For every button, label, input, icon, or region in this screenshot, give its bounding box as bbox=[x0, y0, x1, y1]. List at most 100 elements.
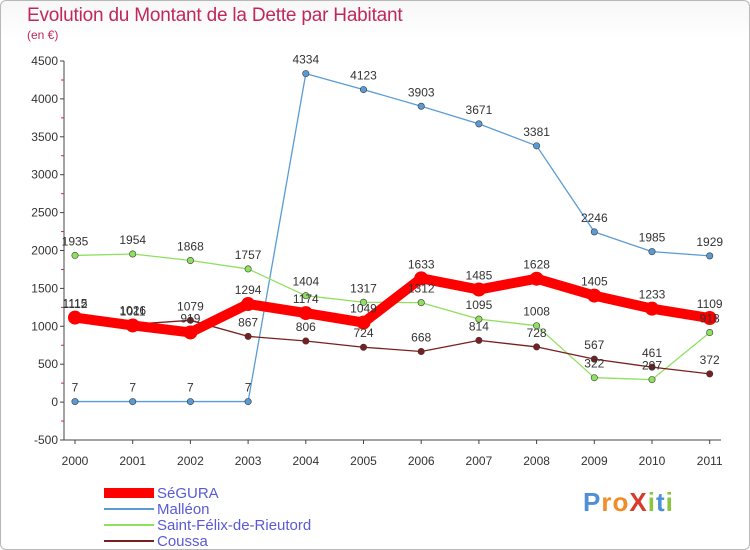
y-tick-label: 2500 bbox=[31, 206, 58, 220]
legend-item: SéGURA bbox=[104, 485, 219, 502]
x-tick-label: 2009 bbox=[581, 454, 608, 468]
data-label: 7 bbox=[72, 381, 79, 395]
chart-subtitle: (en €) bbox=[27, 28, 59, 42]
data-point bbox=[244, 398, 252, 406]
data-label: 1317 bbox=[350, 281, 377, 295]
data-point bbox=[71, 398, 79, 406]
data-label: 372 bbox=[700, 353, 720, 367]
data-label: 1485 bbox=[466, 269, 493, 283]
y-tick-label: 1500 bbox=[31, 281, 58, 295]
data-label: 567 bbox=[584, 338, 604, 352]
data-label: 1633 bbox=[408, 257, 435, 271]
data-label: 1026 bbox=[119, 303, 146, 317]
legend-label: Malléon bbox=[157, 500, 210, 518]
data-point bbox=[129, 398, 137, 406]
data-point bbox=[298, 306, 313, 321]
legend-swatch bbox=[104, 540, 154, 542]
data-label: 814 bbox=[469, 319, 489, 333]
legend-swatch bbox=[104, 524, 154, 526]
data-point bbox=[186, 398, 194, 406]
y-tick-label: 2000 bbox=[31, 244, 58, 258]
data-point bbox=[302, 70, 310, 78]
data-label: 668 bbox=[411, 330, 431, 344]
data-label: 4123 bbox=[350, 69, 377, 83]
x-tick-label: 2011 bbox=[697, 454, 723, 468]
data-point bbox=[125, 318, 140, 333]
data-point bbox=[706, 252, 714, 260]
data-label: 1095 bbox=[466, 298, 493, 312]
data-label: 1011 bbox=[120, 304, 146, 318]
data-label: 297 bbox=[642, 359, 662, 373]
data-point bbox=[244, 332, 252, 340]
data-label: 1628 bbox=[523, 258, 550, 272]
data-label: 7 bbox=[187, 381, 194, 395]
data-point bbox=[129, 250, 137, 258]
data-label: 1049 bbox=[350, 302, 377, 316]
data-label: 1929 bbox=[696, 235, 723, 249]
data-point bbox=[71, 251, 79, 259]
data-point bbox=[359, 86, 367, 94]
x-tick-label: 2003 bbox=[235, 454, 262, 468]
y-tick-label: -500 bbox=[34, 433, 58, 447]
data-point bbox=[414, 271, 429, 286]
data-label: 461 bbox=[642, 346, 662, 360]
data-label: 918 bbox=[700, 312, 720, 326]
data-point bbox=[302, 292, 310, 300]
y-tick-label: 500 bbox=[38, 357, 58, 371]
data-label: 728 bbox=[527, 326, 547, 340]
data-label: 806 bbox=[296, 320, 316, 334]
data-label: 3671 bbox=[466, 103, 493, 117]
data-label: 7 bbox=[129, 381, 136, 395]
data-label: 3381 bbox=[523, 125, 550, 139]
data-label: 3903 bbox=[408, 85, 435, 99]
data-label: 2246 bbox=[581, 211, 608, 225]
series-line bbox=[74, 317, 711, 375]
y-tick-label: 4000 bbox=[31, 92, 58, 106]
legend-item: Saint-Félix-de-Rieutord bbox=[104, 516, 312, 534]
data-point bbox=[186, 316, 194, 324]
data-point bbox=[706, 370, 714, 378]
legend-item: Coussa bbox=[104, 532, 208, 550]
data-label: 1868 bbox=[177, 240, 204, 254]
y-tick-label: 3500 bbox=[31, 130, 58, 144]
data-label: 7 bbox=[245, 381, 252, 395]
data-point bbox=[475, 120, 483, 128]
y-tick-label: 4500 bbox=[31, 54, 58, 68]
legend-label: Coussa bbox=[157, 532, 208, 550]
data-point bbox=[648, 376, 656, 384]
data-label: 1404 bbox=[292, 275, 319, 289]
x-tick-label: 2000 bbox=[62, 454, 89, 468]
legend-label: Saint-Félix-de-Rieutord bbox=[157, 516, 312, 534]
x-tick-label: 2006 bbox=[408, 454, 435, 468]
series-line bbox=[74, 72, 711, 403]
data-point bbox=[533, 322, 541, 330]
data-label: 1174 bbox=[293, 292, 319, 306]
data-point bbox=[645, 301, 659, 316]
x-tick-label: 2005 bbox=[350, 454, 377, 468]
data-label: 322 bbox=[584, 357, 604, 371]
data-point bbox=[475, 315, 483, 323]
legend-swatch bbox=[104, 488, 154, 498]
data-label: 1115 bbox=[63, 297, 88, 311]
data-label: 1935 bbox=[62, 234, 89, 248]
legend-item: Malléon bbox=[104, 500, 210, 518]
x-tick-label: 2007 bbox=[466, 454, 493, 468]
data-point bbox=[587, 288, 602, 303]
x-tick-label: 2008 bbox=[523, 454, 550, 468]
data-point bbox=[417, 347, 425, 355]
data-label: 724 bbox=[353, 326, 373, 340]
data-point bbox=[590, 374, 598, 382]
data-point bbox=[302, 337, 310, 345]
data-point bbox=[356, 315, 371, 330]
data-point bbox=[186, 257, 194, 265]
data-point bbox=[241, 297, 256, 312]
data-point bbox=[183, 325, 198, 340]
x-tick-label: 2002 bbox=[177, 454, 204, 468]
data-label: 1109 bbox=[697, 297, 723, 311]
data-label: 1312 bbox=[408, 282, 435, 296]
data-point bbox=[702, 311, 717, 326]
legend-swatch bbox=[104, 508, 154, 510]
data-point bbox=[471, 282, 486, 297]
